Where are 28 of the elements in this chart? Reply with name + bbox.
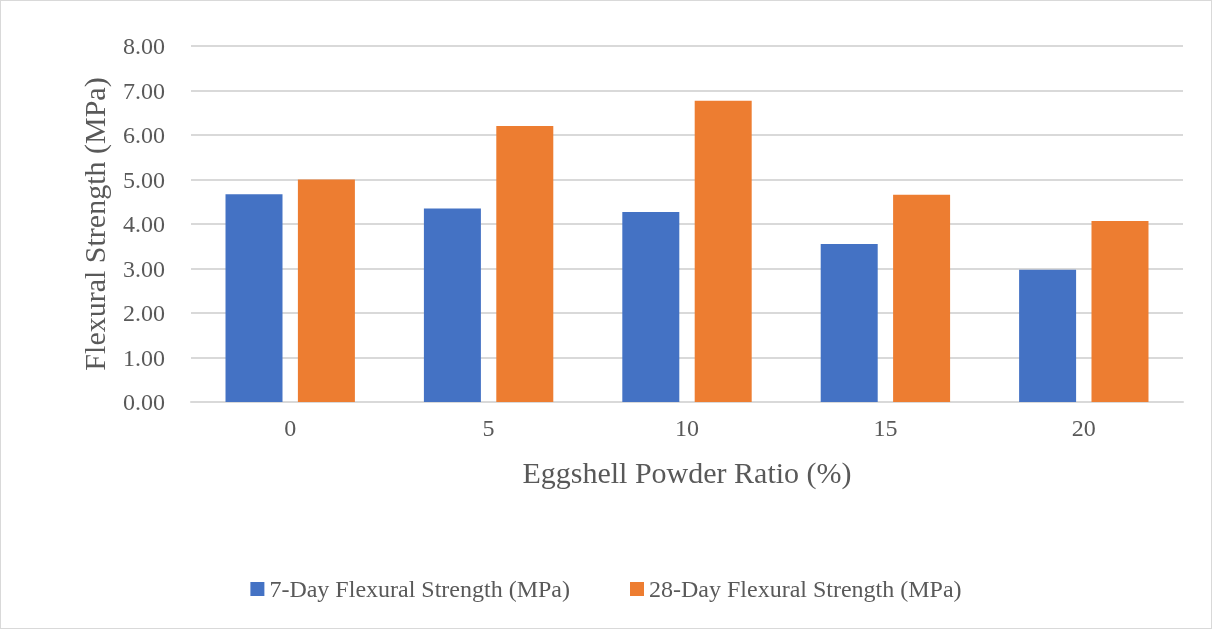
bar xyxy=(1019,269,1077,402)
x-tick-label: 0 xyxy=(284,415,297,441)
x-tick-label: 5 xyxy=(482,415,495,441)
bar xyxy=(622,211,680,402)
bar xyxy=(1091,220,1149,402)
y-tick-label: 5.00 xyxy=(123,166,165,193)
y-tick-label: 7.00 xyxy=(123,77,165,104)
y-tick-label: 2.00 xyxy=(123,300,165,326)
y-tick-label: 1.00 xyxy=(123,344,165,371)
bar xyxy=(820,244,878,402)
bar xyxy=(297,179,355,402)
legend-label: 7-Day Flexural Strength (MPa) xyxy=(269,576,570,602)
bar xyxy=(225,194,283,402)
y-tick-label: 6.00 xyxy=(123,122,165,148)
y-tick-label: 8.00 xyxy=(123,33,165,59)
bar xyxy=(694,100,752,402)
legend-label: 28-Day Flexural Strength (MPa) xyxy=(649,576,962,602)
y-tick-label: 3.00 xyxy=(123,255,165,282)
y-axis-title: Flexural Strength (MPa) xyxy=(77,77,112,371)
y-tick-label: 4.00 xyxy=(123,211,165,237)
y-tick-label: 0.00 xyxy=(123,389,165,415)
bar xyxy=(496,126,554,402)
x-axis-title: Eggshell Powder Ratio (%) xyxy=(522,455,852,490)
x-tick-label: 15 xyxy=(873,415,898,441)
x-tick-label: 20 xyxy=(1071,415,1096,441)
x-tick-label: 10 xyxy=(675,415,699,441)
bar xyxy=(893,194,951,402)
bar xyxy=(423,208,481,402)
